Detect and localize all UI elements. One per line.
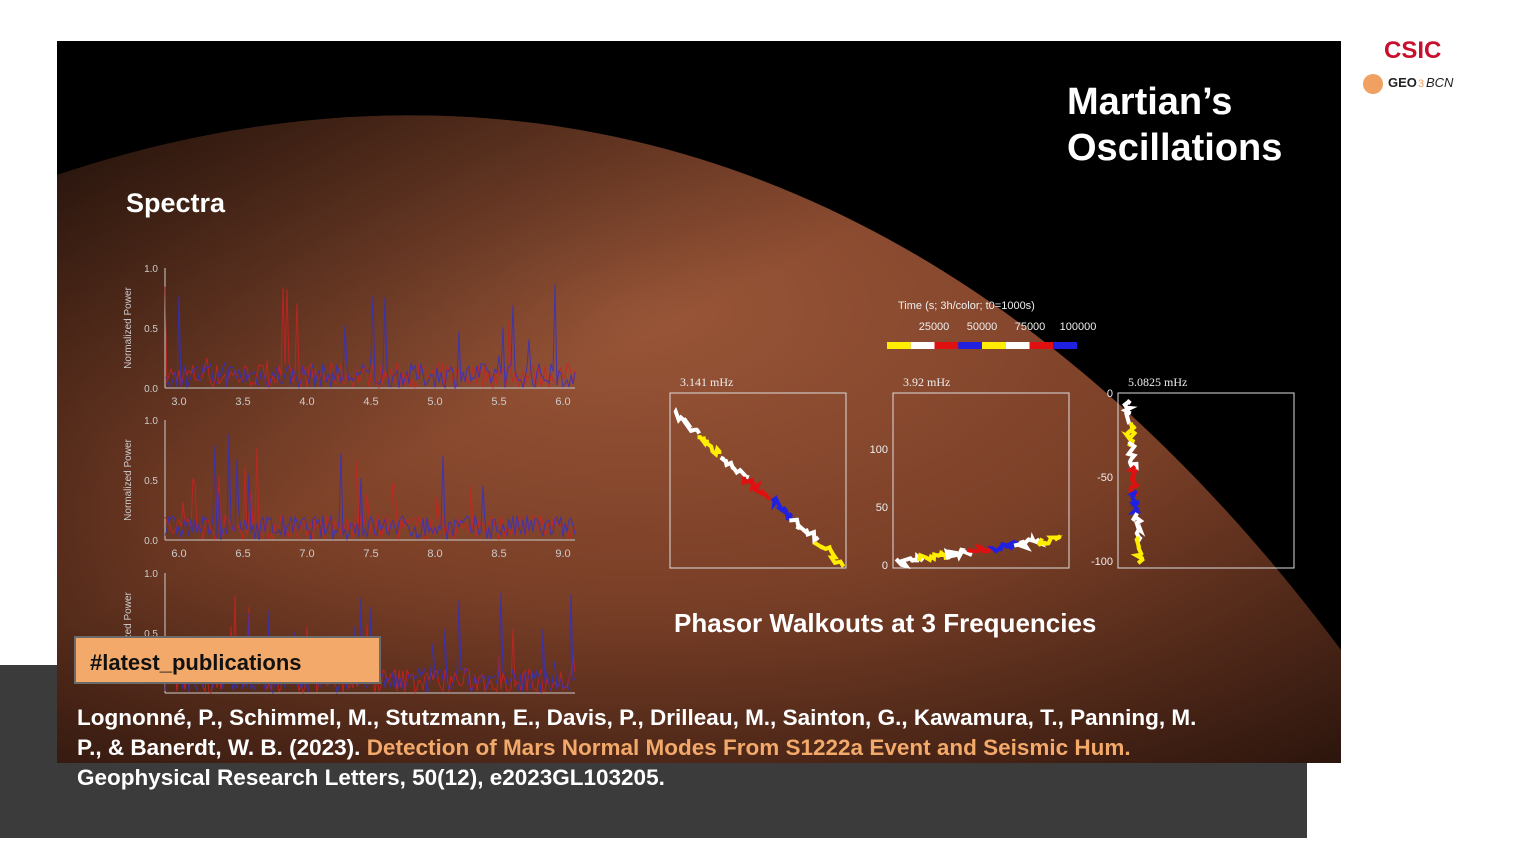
tag-box: [74, 636, 381, 684]
phasor-frame: [892, 392, 1070, 569]
y-tick-label: 0: [882, 560, 888, 572]
x-tick-label: 5.0: [427, 396, 442, 408]
phasor-trace: [1126, 465, 1141, 497]
phasor-trace: [1125, 440, 1139, 471]
y-axis-label: Normalized Power: [123, 286, 134, 368]
x-tick-label: 4.0: [299, 396, 314, 408]
tag: #latest_publications: [90, 650, 302, 675]
colorbar-seg: [1005, 342, 1030, 349]
colorbar-title: Time (s; 3h/color; t0=1000s): [898, 300, 1035, 312]
x-tick-label: 5.5: [491, 396, 506, 408]
x-tick-label: 6.0: [171, 548, 186, 560]
phasor-trace: [943, 547, 973, 562]
y-tick-label: 1.0: [144, 416, 158, 427]
paper-title: Detection of Mars Normal Modes From S122…: [366, 735, 1131, 760]
y-tick-label: 1.0: [144, 569, 158, 580]
phasor-trace: [741, 476, 772, 501]
phasor-trace: [697, 435, 722, 458]
phasor-label: 5.0825 mHz: [1128, 375, 1187, 389]
x-tick-label: 6.5: [235, 548, 250, 560]
phasor-label: 3.141 mHz: [680, 375, 733, 389]
phasor-trace: [1013, 531, 1047, 552]
y-tick-label: 0.0: [144, 536, 158, 547]
colorbar-seg: [934, 342, 959, 349]
x-tick-label: 9.0: [555, 548, 570, 560]
y-tick-label: 0.5: [144, 324, 158, 335]
colorbar-seg: [1029, 342, 1054, 349]
x-tick-label: 8.5: [491, 548, 506, 560]
y-tick-label: -50: [1097, 472, 1113, 484]
colorbar-tick: 25000: [919, 321, 950, 333]
colorbar-seg: [958, 342, 982, 349]
colorbar-seg: [982, 342, 1006, 349]
y-axis-label: Normalized Power: [123, 438, 134, 520]
bcn-logo: BCN: [1426, 75, 1454, 90]
title-line: Oscillations: [1067, 127, 1282, 169]
spectra-title: Spectra: [126, 188, 226, 218]
phasor-trace: [1120, 399, 1138, 425]
phasor-trace: [770, 495, 794, 522]
geo-icon: [1363, 74, 1383, 94]
x-tick-label: 4.5: [363, 396, 378, 408]
phasor-trace: [673, 406, 701, 435]
x-tick-label: 7.0: [299, 548, 314, 560]
y-tick-label: 0.0: [144, 384, 158, 395]
x-tick-label: 8.0: [427, 548, 442, 560]
colorbar-tick: 50000: [967, 321, 998, 333]
phasor-trace: [789, 517, 820, 545]
phasor-trace: [1130, 536, 1145, 565]
csic-logo: CSIC: [1384, 37, 1441, 64]
y-tick-label: -100: [1091, 556, 1113, 568]
geo-num: 3: [1418, 78, 1424, 90]
phasor-trace: [894, 551, 925, 570]
phasor-frame: [1117, 392, 1295, 569]
citation: Lognonné, P., Schimmel, M., Stutzmann, E…: [77, 703, 1227, 793]
spectrum-trace: [164, 433, 576, 542]
spectrum-trace: [164, 284, 576, 390]
colorbar-tick: 75000: [1015, 321, 1046, 333]
x-tick-label: 3.5: [235, 396, 250, 408]
plots: Normalized Power 1.0 0.5 0.0 3.0 3.5 4.0 4.5 5.0…: [123, 264, 1295, 695]
geo-logo: GEO: [1388, 75, 1417, 90]
y-tick-label: 100: [870, 444, 888, 456]
spectrum-trace: [164, 286, 576, 390]
phasor-trace: [1121, 422, 1138, 448]
phasor-trace: [986, 539, 1020, 554]
phasor-trace: [916, 549, 948, 563]
colorbar-tick: 100000: [1060, 321, 1097, 333]
colorbar-seg: [887, 342, 911, 349]
y-tick-label: 1.0: [144, 264, 158, 275]
x-tick-label: 3.0: [171, 396, 186, 408]
y-tick-label: 0.5: [144, 629, 158, 640]
colorbar-seg: [910, 342, 935, 349]
mars-shade: [57, 115, 1341, 763]
phasor-label: 3.92 mHz: [903, 375, 950, 389]
phasor-trace: [719, 455, 750, 480]
phasor-title: Phasor Walkouts at 3 Frequencies: [674, 608, 1096, 638]
y-axis-label: Normalized Power: [123, 591, 134, 673]
x-tick-label: 6.0: [555, 396, 570, 408]
y-tick-label: 0.5: [144, 476, 158, 487]
y-tick-label: 50: [876, 502, 888, 514]
journal: Geophysical Research Letters, 50(12), e2…: [77, 765, 665, 790]
phasor-trace: [1126, 489, 1141, 515]
phasor-trace: [966, 543, 995, 554]
phasor-trace: [813, 540, 846, 568]
x-tick-label: 7.5: [363, 548, 378, 560]
authors: Lognonné, P., Schimmel, M., Stutzmann, E…: [77, 705, 1197, 760]
y-tick-label: 0: [1107, 388, 1113, 400]
title-line: Martian’s: [1067, 81, 1232, 123]
phasor-trace: [1036, 534, 1063, 547]
phasor-frame: [669, 392, 847, 569]
colorbar-seg: [1053, 342, 1077, 349]
